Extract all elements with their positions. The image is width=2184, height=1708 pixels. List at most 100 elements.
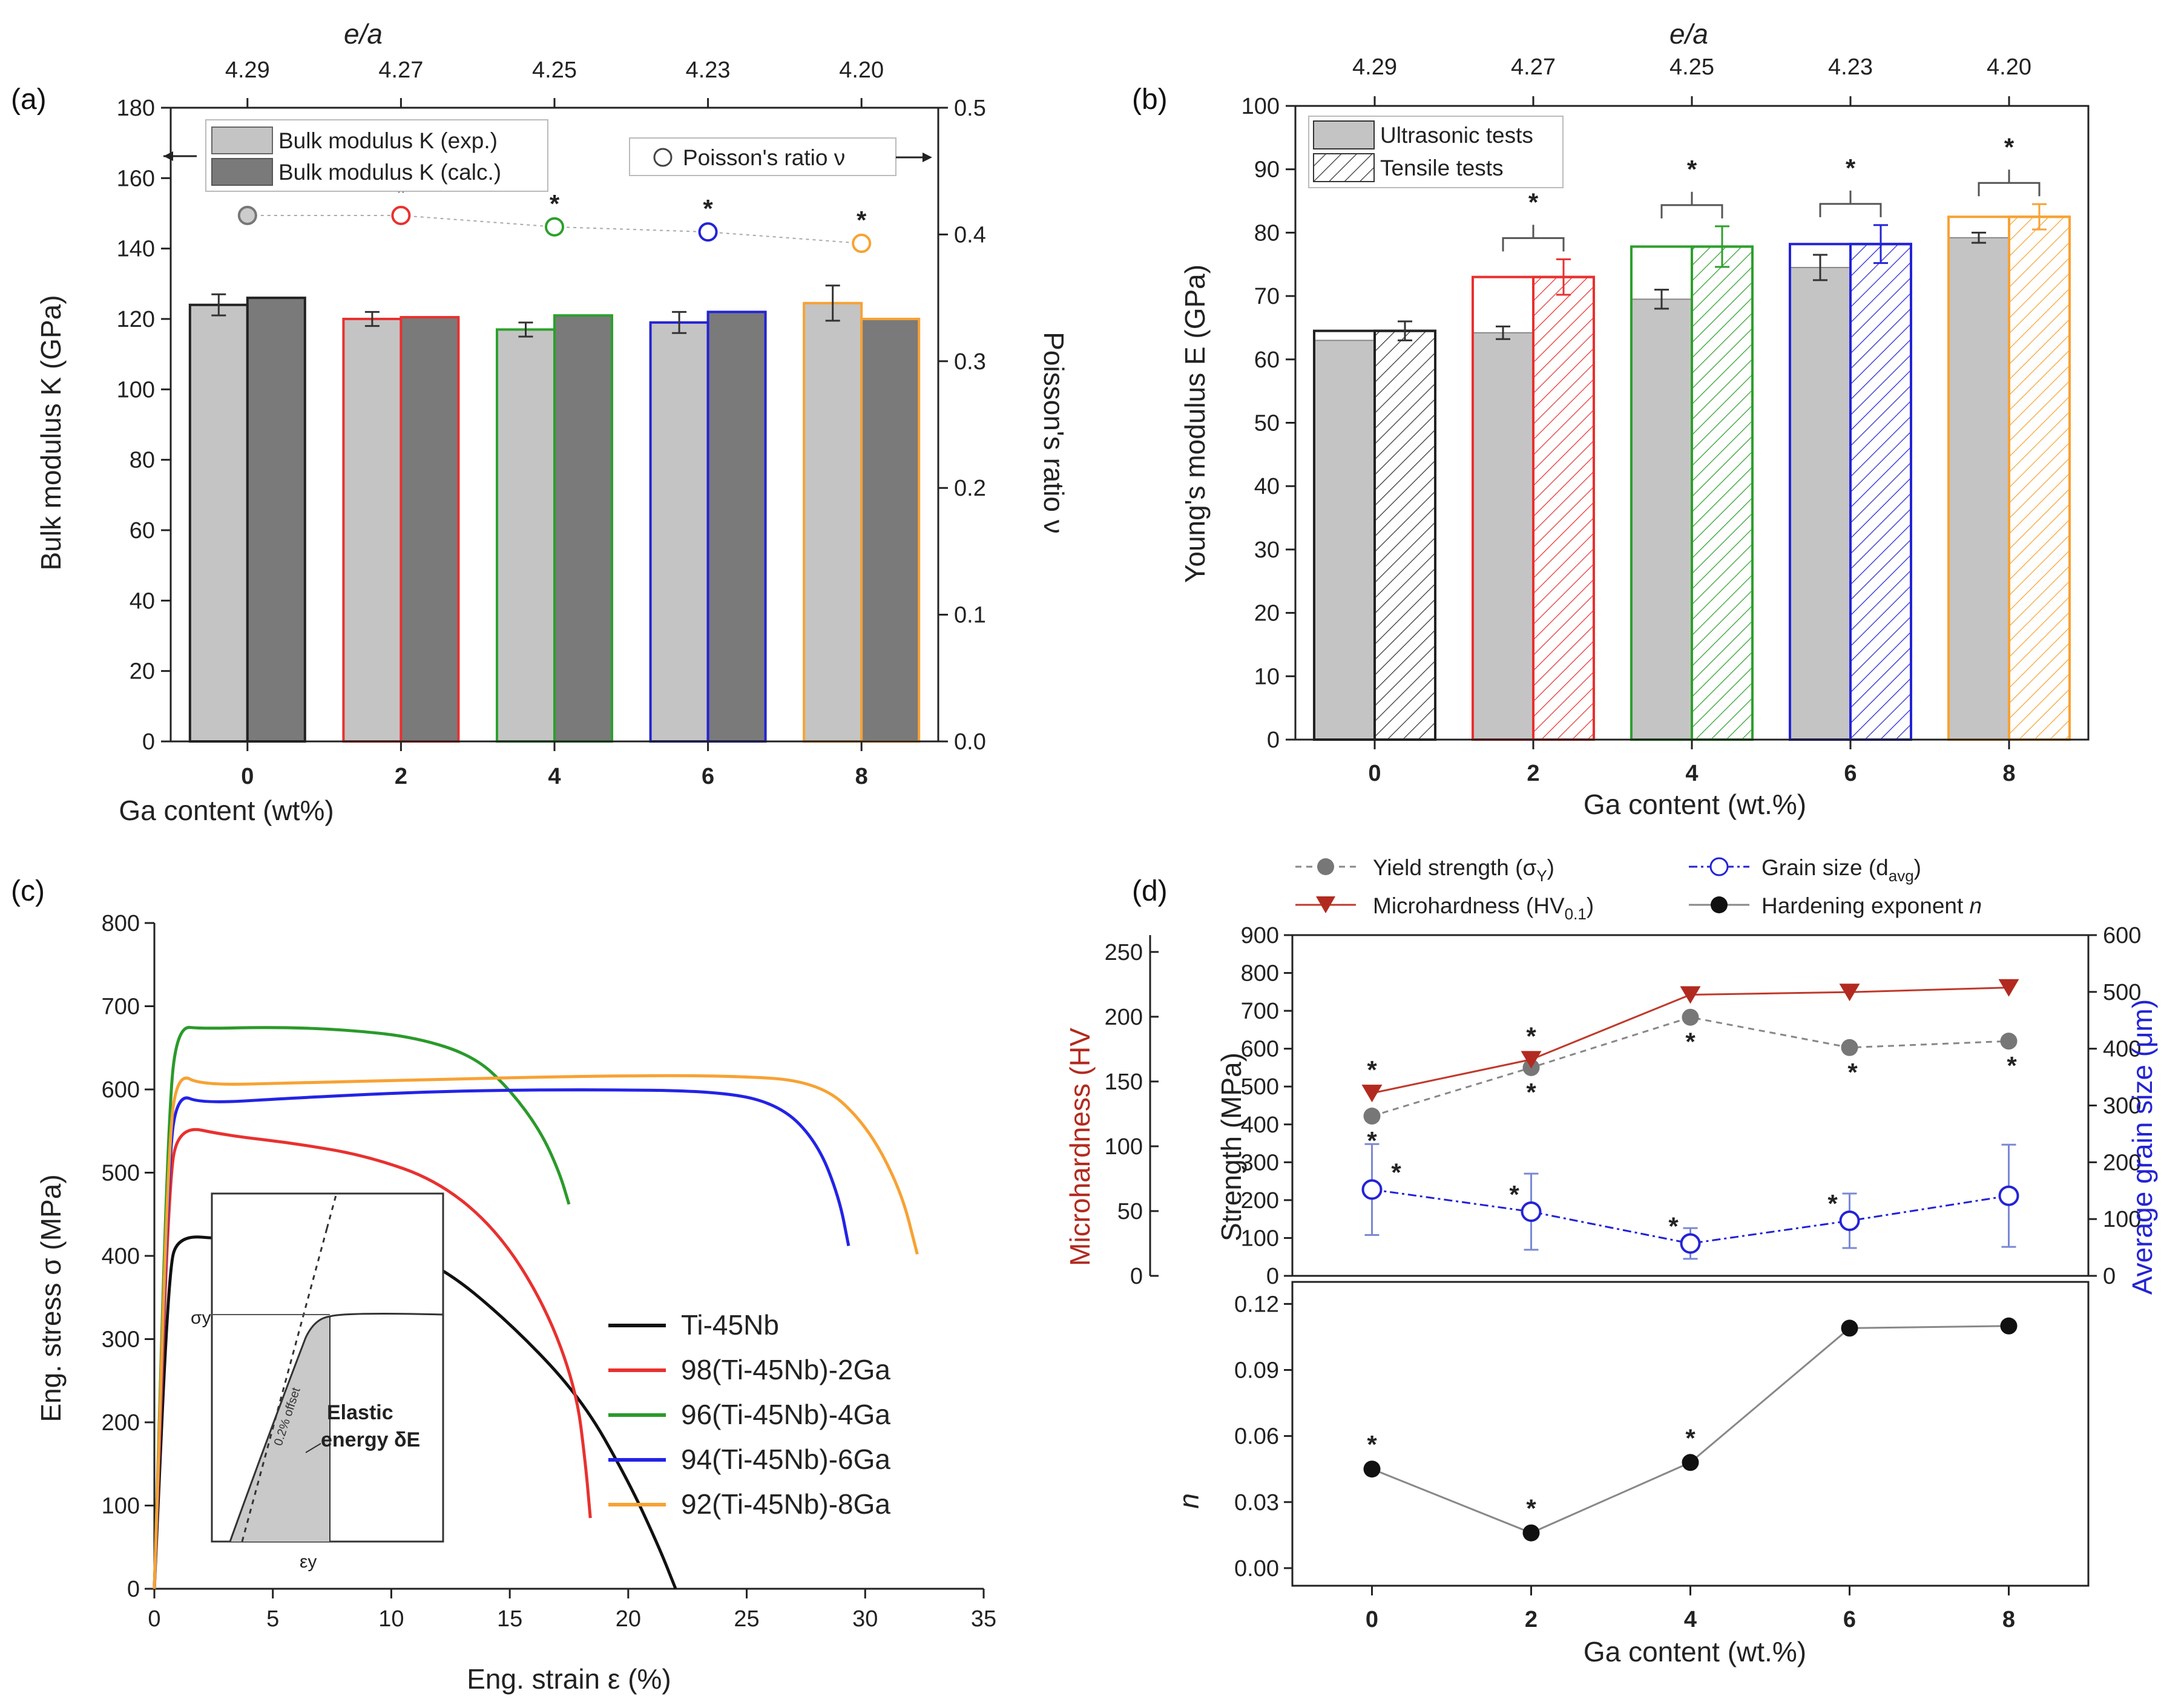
top-tick-label: 4.27 [1511, 54, 1556, 80]
y-tick-label: 90 [1254, 157, 1280, 183]
y-tick-label: 70 [1254, 284, 1280, 309]
y-tick-label: 20 [130, 659, 155, 685]
significance-star: * [1526, 1078, 1536, 1106]
panel-d-hv-axis-title: Microhardness (HV [1064, 1028, 1096, 1266]
panel-c-x-axis-title: Eng. strain ε (%) [467, 1663, 671, 1695]
bar-calc [860, 318, 921, 743]
x-tick-label: 4 [1684, 1607, 1697, 1632]
legend-label-hardness: Microhardness (HV0.1) [1373, 893, 1594, 923]
y-tick-label: 600 [102, 1077, 140, 1103]
panel-c: (c) 0 5 10 15 20 25 30 35 0 100 200 300 400 500 600 700… [11, 875, 996, 1695]
x-tick-label: 4 [548, 764, 561, 789]
panel-d-x-axis-title: Ga content (wt.%) [1584, 1636, 1806, 1667]
significance-star: * [550, 189, 560, 218]
panel-a-top-axis-title: e/a [344, 18, 383, 50]
y-tick-label: 30 [1254, 537, 1280, 563]
bar-calc [706, 310, 767, 743]
y-tick-label: 100 [1242, 94, 1280, 119]
bar-tensile [1849, 243, 1912, 741]
bar-ultrasonic [1789, 266, 1851, 740]
panel-a-legend: Bulk modulus K (exp.) Bulk modulus K (ca… [163, 119, 548, 192]
x-tick-label: 35 [971, 1606, 996, 1632]
panel-b-bars: * * * * [1313, 133, 2071, 741]
y-tick-label: 40 [1254, 474, 1280, 499]
hardness-point [1680, 986, 1701, 1004]
x-tick-label: 0 [1366, 1607, 1378, 1632]
significance-star: * [1685, 1424, 1696, 1452]
significance-star: * [1367, 1430, 1377, 1459]
y2-tick-label: 0.3 [954, 349, 986, 375]
n-tick-label: 0.03 [1234, 1490, 1279, 1516]
strength-tick-label: 500 [1241, 1074, 1279, 1100]
legend-label-yield: Yield strength (σY) [1373, 855, 1554, 885]
legend-label: 92(Ti-45Nb)-8Ga [681, 1488, 890, 1520]
poisson-point [237, 205, 257, 225]
panel-d-series: * * * * * * * * * * * * * * [1361, 979, 2019, 1542]
inset-energy-label: energy δE [321, 1428, 420, 1451]
panel-a-label: (a) [11, 84, 47, 116]
hv-tick-label: 250 [1105, 940, 1143, 965]
panel-b-y-axis-title: Young's modulus E (GPa) [1179, 264, 1211, 583]
x-tick-label: 8 [2002, 761, 2015, 786]
panel-b-x-axis-title: Ga content (wt.%) [1584, 789, 1806, 820]
y-tick-label: 100 [102, 1494, 140, 1519]
panel-b: (b) e/a * * * * 0 4.29 2 4.27 4 4.25 6 4.23 8 4.20 0 1… [1132, 18, 2090, 820]
x-tick-label: 0 [148, 1606, 160, 1632]
significance-bracket [1819, 190, 1882, 217]
panel-a-bars [188, 284, 921, 743]
y-tick-label: 0 [127, 1577, 140, 1602]
yield-point [1363, 1108, 1381, 1125]
bar-ultrasonic [1948, 237, 2010, 740]
y-tick-label: 60 [130, 518, 155, 544]
y-tick-label: 50 [1254, 411, 1280, 436]
y-tick-label: 140 [117, 237, 155, 262]
top-tick-label: 4.25 [532, 57, 577, 83]
n-tick-label: 0.12 [1234, 1292, 1279, 1317]
bar-tensile [1373, 329, 1436, 741]
x-tick-label: 25 [734, 1606, 759, 1632]
top-tick-label: 4.29 [1352, 54, 1397, 80]
stress-strain-curve [153, 1074, 919, 1589]
grain-point [1839, 1210, 1860, 1231]
hardness-point [1998, 979, 2019, 997]
strength-tick-label: 900 [1241, 923, 1279, 948]
legend-label: Ti-45Nb [681, 1309, 779, 1341]
significance-bracket [1502, 225, 1565, 252]
x-tick-label: 8 [2002, 1607, 2015, 1632]
panel-d-n-axis-title: n [1173, 1493, 1205, 1509]
panel-c-inset: σy εy 0.2% offset Elastic energy δE [191, 1192, 444, 1572]
significance-bracket [1978, 169, 2041, 197]
bar-tensile [1532, 275, 1595, 741]
grain-tick-label: 300 [2103, 1094, 2141, 1119]
panel-a-y-axis-title: Bulk modulus K (GPa) [35, 295, 67, 570]
panel-d-upper-frame [1291, 934, 2090, 1277]
y-tick-label: 0 [142, 729, 155, 755]
top-tick-label: 4.20 [1987, 54, 2031, 80]
significance-star: * [703, 194, 713, 223]
hv-tick-label: 200 [1105, 1005, 1143, 1030]
grain-tick-label: 400 [2103, 1037, 2141, 1062]
yield-line [1372, 1016, 2009, 1117]
n-point [2000, 1317, 2018, 1335]
x-tick-label: 2 [395, 764, 407, 789]
strength-tick-label: 400 [1241, 1112, 1279, 1138]
top-tick-label: 4.23 [1828, 54, 1873, 80]
legend-label: 98(Ti-45Nb)-2Ga [681, 1354, 890, 1385]
bar-exp [803, 301, 863, 743]
y-tick-label: 400 [102, 1244, 140, 1269]
panel-b-top-axis-title: e/a [1669, 18, 1708, 50]
top-tick-label: 4.25 [1669, 54, 1714, 80]
y-tick-label: 80 [1254, 220, 1280, 246]
significance-star: * [1846, 154, 1856, 182]
hv-tick-label: 0 [1130, 1264, 1143, 1289]
poisson-point [698, 222, 718, 242]
significance-star: * [1367, 1056, 1377, 1084]
y-tick-label: 80 [130, 448, 155, 473]
significance-star: * [1685, 1028, 1696, 1056]
x-tick-label: 10 [378, 1606, 404, 1632]
bar-ultrasonic [1631, 298, 1692, 740]
y-tick-label: 700 [102, 994, 140, 1020]
legend-label-ultrasonic: Ultrasonic tests [1380, 123, 1533, 148]
top-tick-label: 4.29 [225, 57, 270, 83]
yield-point [1682, 1008, 1699, 1026]
